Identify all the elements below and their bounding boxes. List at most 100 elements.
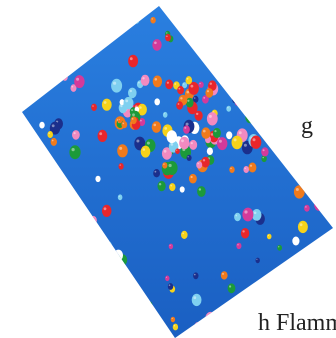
balloon	[231, 135, 243, 150]
balloon-highlight	[249, 164, 253, 167]
balloon-highlight	[237, 244, 239, 246]
balloon-highlight	[60, 289, 63, 291]
balloon-highlight	[253, 211, 257, 215]
balloon-highlight	[76, 77, 80, 81]
balloon	[189, 139, 198, 150]
balloon	[255, 257, 260, 264]
balloon	[107, 290, 112, 296]
balloon	[217, 137, 228, 151]
balloon	[277, 244, 282, 251]
balloon-highlight	[203, 97, 206, 99]
balloon-highlight	[51, 124, 55, 128]
balloon	[197, 186, 206, 197]
balloon-highlight	[186, 90, 190, 94]
balloon-highlight	[229, 57, 231, 59]
balloon	[85, 320, 94, 331]
balloon	[227, 30, 235, 39]
balloon	[54, 243, 61, 251]
balloon-highlight	[314, 170, 318, 174]
balloon-highlight	[81, 254, 85, 257]
balloon	[70, 84, 77, 92]
balloon	[169, 183, 176, 192]
balloon	[172, 323, 179, 331]
balloon-highlight	[183, 83, 185, 85]
balloon-highlight	[181, 139, 184, 143]
balloon-highlight	[310, 318, 313, 320]
balloon-highlight	[315, 111, 317, 114]
balloon	[191, 293, 202, 307]
balloon	[205, 311, 217, 326]
balloon	[185, 97, 194, 108]
balloon-highlight	[199, 82, 201, 85]
balloon	[89, 215, 97, 225]
balloon	[251, 209, 262, 221]
balloon-highlight	[233, 58, 235, 61]
balloon	[236, 242, 242, 250]
balloon	[252, 48, 259, 56]
balloon	[305, 281, 312, 290]
balloon	[314, 67, 320, 74]
balloon	[113, 311, 122, 321]
balloon	[37, 246, 48, 258]
balloon-highlight	[190, 142, 193, 145]
balloon-highlight	[256, 303, 259, 306]
balloon	[58, 300, 68, 312]
balloon-highlight	[285, 316, 289, 319]
balloon-highlight	[174, 83, 177, 85]
balloon-highlight	[277, 63, 281, 67]
balloon-highlight	[267, 234, 269, 237]
balloon-highlight	[138, 81, 140, 84]
balloon	[95, 175, 101, 183]
balloon-highlight	[115, 313, 118, 316]
sky-background	[22, 6, 333, 338]
balloon	[83, 6, 93, 16]
balloon	[167, 283, 174, 290]
balloon-highlight	[197, 162, 199, 165]
balloon	[153, 169, 161, 178]
balloon	[255, 95, 264, 106]
balloon	[124, 294, 134, 307]
balloon	[248, 162, 257, 173]
balloon-highlight	[207, 148, 210, 151]
balloon-highlight	[128, 13, 131, 17]
balloon-highlight	[178, 87, 181, 90]
balloon-highlight	[73, 295, 75, 298]
balloon	[194, 110, 203, 121]
balloon-highlight	[118, 118, 120, 121]
balloon-highlight	[119, 146, 123, 150]
balloon-highlight	[299, 223, 303, 227]
balloon	[133, 302, 143, 314]
balloon	[232, 96, 238, 104]
balloon-highlight	[206, 90, 210, 93]
balloon-highlight	[85, 7, 88, 10]
balloon-highlight	[315, 201, 319, 205]
balloon-highlight	[139, 106, 142, 109]
balloon-highlight	[253, 50, 256, 52]
balloon	[162, 162, 168, 169]
balloon-highlight	[113, 81, 117, 85]
balloon-highlight	[103, 207, 107, 211]
balloon	[245, 111, 255, 124]
balloon	[59, 11, 68, 22]
balloon-highlight	[176, 149, 178, 151]
balloon	[226, 105, 232, 112]
balloon	[264, 47, 275, 61]
balloon	[59, 287, 66, 296]
balloon	[119, 99, 125, 106]
balloon	[182, 82, 188, 89]
balloon	[206, 147, 213, 155]
balloon	[232, 57, 238, 64]
balloon	[157, 180, 166, 192]
balloon-highlight	[99, 132, 103, 136]
balloon	[228, 56, 234, 63]
balloon	[226, 131, 233, 140]
balloon	[319, 184, 325, 192]
balloon-highlight	[186, 77, 189, 80]
balloon	[170, 316, 176, 323]
balloon	[212, 127, 221, 139]
balloon	[137, 103, 147, 116]
balloon	[196, 11, 206, 24]
balloon	[261, 155, 267, 163]
balloon-highlight	[218, 139, 222, 143]
